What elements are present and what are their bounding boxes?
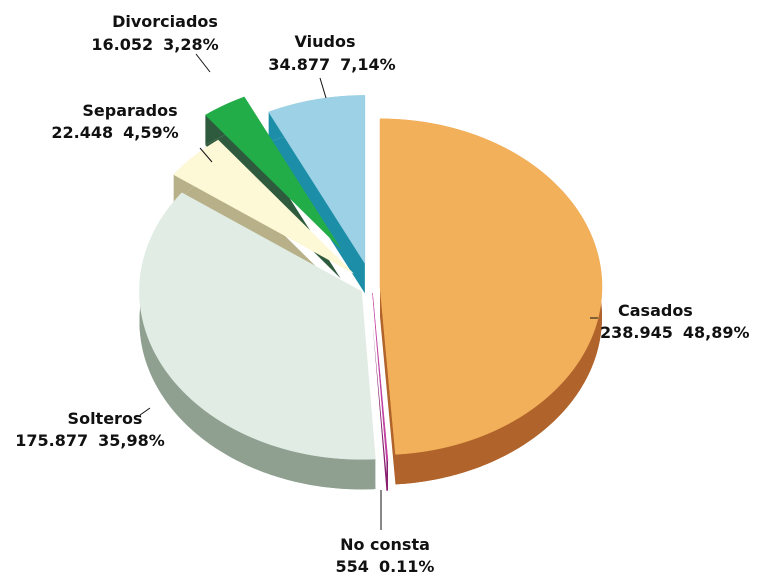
slice-label: Casados	[618, 301, 693, 320]
percentage-label: 4,59%	[123, 123, 179, 142]
slice-value: 34.877 7,14%	[268, 55, 395, 74]
slice	[139, 192, 376, 460]
slice-side	[386, 460, 389, 491]
slice-value: 22.448 4,59%	[51, 123, 178, 142]
value-label: 16.052	[91, 35, 153, 54]
slice	[204, 96, 341, 249]
value-label: 238.945	[600, 323, 673, 342]
leader-line	[195, 53, 211, 73]
slice-label: No consta	[340, 535, 430, 554]
value-label: 22.448	[51, 123, 113, 142]
slice	[379, 118, 603, 455]
value-label: 175.877	[15, 431, 88, 450]
percentage-label: 35,98%	[98, 431, 165, 450]
slice-label: Solteros	[68, 409, 143, 428]
slice	[173, 139, 354, 274]
percentage-label: 3,28%	[163, 35, 219, 54]
slice-value: 16.052 3,28%	[91, 35, 218, 54]
percentage-label: 7,14%	[340, 55, 396, 74]
slice-value: 238.945 48,89%	[600, 323, 750, 342]
leader-line	[199, 147, 213, 163]
slice-side	[139, 192, 376, 490]
slice	[372, 293, 389, 461]
slice-side	[372, 323, 389, 491]
percentage-label: 48,89%	[683, 323, 750, 342]
leader-line	[319, 77, 327, 99]
value-label: 554	[336, 557, 369, 574]
leader-line	[139, 407, 151, 416]
slice	[268, 95, 366, 265]
percentage-label: 0.11%	[379, 557, 435, 574]
slice-value: 554 0.11%	[336, 557, 435, 574]
slice-label: Viudos	[295, 32, 356, 51]
slice-value: 175.877 35,98%	[15, 431, 165, 450]
value-label: 34.877	[268, 55, 330, 74]
slice-label: Separados	[82, 101, 177, 120]
slice-label: Divorciados	[112, 12, 218, 31]
